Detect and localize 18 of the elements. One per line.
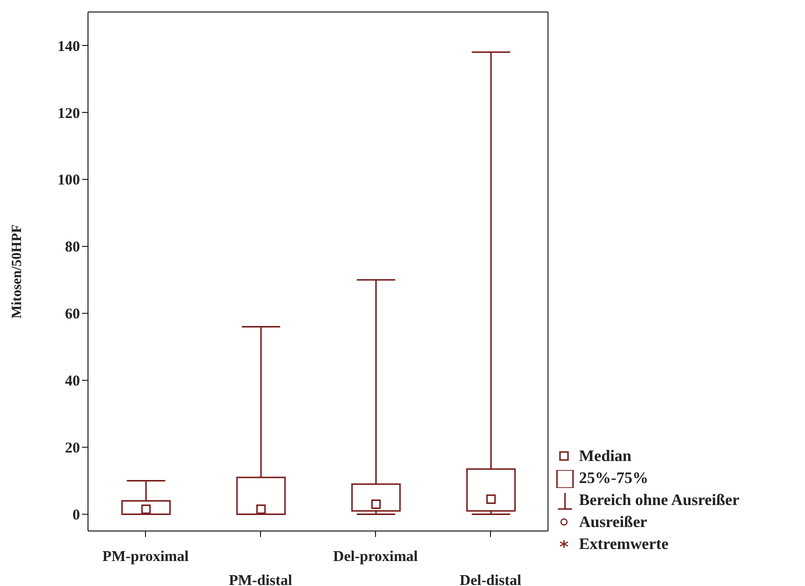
y-tick-label: 140 — [58, 38, 80, 55]
y-tick-label: 20 — [65, 440, 80, 457]
y-tick-label: 120 — [58, 106, 80, 122]
text: 25%-75% — [579, 470, 648, 488]
y-tick-label: 0 — [72, 508, 80, 524]
text: Ausreißer — [579, 514, 648, 532]
y-tick-label: 100 — [58, 172, 80, 189]
y-tick-label: 40 — [65, 374, 80, 390]
text: Extremwerte — [579, 536, 668, 554]
x-tick-label: PM-distal — [228, 573, 292, 586]
x-tick-label: Del-proximal — [333, 549, 418, 565]
text: Bereich ohne Ausreißer — [579, 492, 740, 510]
x-tick-label: PM-proximal — [102, 549, 189, 565]
y-tick-label: 80 — [65, 240, 80, 256]
text: Median — [579, 448, 632, 466]
x-tick-label: Del-distal — [460, 573, 522, 586]
y-axis-title: Mitosen/50HPF — [10, 224, 25, 319]
y-tick-label: 60 — [65, 306, 80, 323]
